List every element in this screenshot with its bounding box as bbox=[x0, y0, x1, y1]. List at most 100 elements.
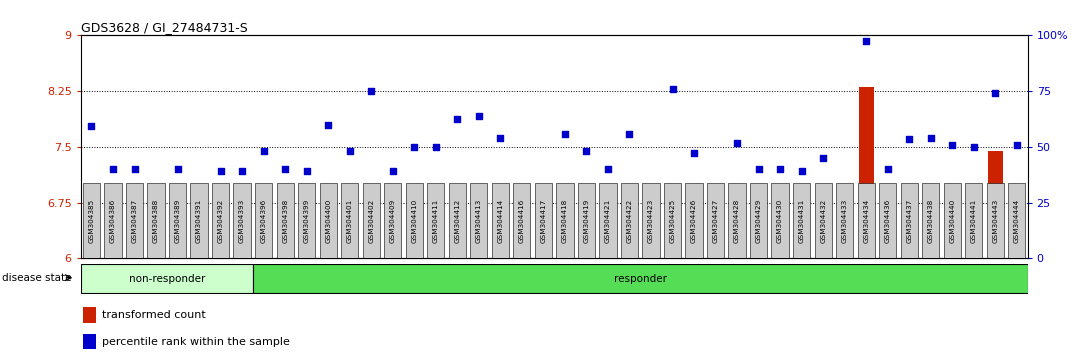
Point bbox=[707, 200, 724, 205]
Text: GSM304428: GSM304428 bbox=[734, 199, 740, 243]
Point bbox=[384, 168, 401, 173]
FancyBboxPatch shape bbox=[341, 183, 358, 258]
FancyBboxPatch shape bbox=[901, 183, 918, 258]
FancyBboxPatch shape bbox=[253, 264, 1028, 293]
FancyBboxPatch shape bbox=[987, 183, 1004, 258]
Text: GSM304421: GSM304421 bbox=[605, 199, 611, 243]
Bar bbox=[536, 208, 551, 258]
Point bbox=[492, 135, 509, 141]
Text: GSM304437: GSM304437 bbox=[906, 199, 912, 243]
Bar bbox=[407, 206, 422, 258]
Bar bbox=[278, 208, 293, 258]
Bar bbox=[321, 206, 336, 258]
Point bbox=[836, 189, 853, 194]
Text: GSM304410: GSM304410 bbox=[411, 199, 417, 243]
Bar bbox=[514, 208, 529, 258]
Bar bbox=[84, 202, 99, 258]
FancyBboxPatch shape bbox=[169, 183, 186, 258]
Point bbox=[621, 131, 638, 136]
Point bbox=[341, 148, 358, 153]
Text: GSM304427: GSM304427 bbox=[712, 199, 719, 243]
Point bbox=[190, 200, 208, 205]
Point bbox=[685, 150, 703, 156]
Bar bbox=[902, 208, 917, 258]
Point bbox=[901, 137, 918, 142]
Bar bbox=[665, 202, 680, 258]
FancyBboxPatch shape bbox=[1008, 183, 1025, 258]
Text: GSM304396: GSM304396 bbox=[260, 199, 267, 243]
FancyBboxPatch shape bbox=[363, 183, 380, 258]
Text: GSM304389: GSM304389 bbox=[174, 199, 181, 243]
Bar bbox=[83, 307, 96, 323]
Text: GSM304398: GSM304398 bbox=[282, 199, 288, 243]
Bar bbox=[794, 210, 809, 258]
Text: GSM304385: GSM304385 bbox=[88, 199, 95, 243]
FancyBboxPatch shape bbox=[406, 183, 423, 258]
Point bbox=[879, 166, 896, 172]
Text: GSM304434: GSM304434 bbox=[863, 199, 869, 243]
Text: GSM304422: GSM304422 bbox=[626, 199, 633, 243]
Bar bbox=[1009, 206, 1024, 258]
Bar bbox=[170, 206, 185, 258]
FancyBboxPatch shape bbox=[642, 183, 660, 258]
Text: GDS3628 / GI_27484731-S: GDS3628 / GI_27484731-S bbox=[81, 21, 247, 34]
Point bbox=[298, 168, 315, 173]
Bar bbox=[816, 210, 831, 258]
Text: percentile rank within the sample: percentile rank within the sample bbox=[102, 337, 291, 347]
FancyBboxPatch shape bbox=[147, 183, 165, 258]
Text: GSM304438: GSM304438 bbox=[928, 199, 934, 243]
FancyBboxPatch shape bbox=[707, 183, 724, 258]
FancyBboxPatch shape bbox=[384, 183, 401, 258]
FancyBboxPatch shape bbox=[858, 183, 875, 258]
Bar bbox=[256, 206, 271, 258]
Point bbox=[578, 148, 595, 153]
Text: GSM304431: GSM304431 bbox=[798, 199, 805, 243]
Point bbox=[406, 144, 423, 150]
Text: GSM304409: GSM304409 bbox=[390, 199, 396, 243]
FancyBboxPatch shape bbox=[685, 183, 703, 258]
FancyBboxPatch shape bbox=[470, 183, 487, 258]
Point bbox=[642, 189, 660, 194]
Bar bbox=[213, 208, 228, 258]
Text: GSM304416: GSM304416 bbox=[519, 199, 525, 243]
FancyBboxPatch shape bbox=[255, 183, 272, 258]
Text: GSM304425: GSM304425 bbox=[669, 199, 676, 243]
Text: GSM304413: GSM304413 bbox=[476, 199, 482, 243]
Text: GSM304401: GSM304401 bbox=[346, 199, 353, 243]
FancyBboxPatch shape bbox=[104, 183, 122, 258]
FancyBboxPatch shape bbox=[83, 183, 100, 258]
Point bbox=[277, 166, 294, 172]
Bar bbox=[364, 192, 379, 258]
Point bbox=[771, 166, 789, 172]
Bar bbox=[945, 205, 960, 258]
Bar bbox=[643, 206, 659, 258]
Bar bbox=[148, 210, 164, 258]
Text: GSM304433: GSM304433 bbox=[841, 199, 848, 243]
Point bbox=[126, 166, 143, 172]
Text: GSM304418: GSM304418 bbox=[562, 199, 568, 243]
FancyBboxPatch shape bbox=[535, 183, 552, 258]
Bar bbox=[235, 210, 250, 258]
Bar bbox=[988, 151, 1003, 258]
Text: GSM304430: GSM304430 bbox=[777, 199, 783, 243]
Point bbox=[556, 131, 574, 136]
Text: GSM304400: GSM304400 bbox=[325, 199, 331, 243]
Point bbox=[793, 168, 810, 173]
Bar bbox=[773, 206, 788, 258]
Bar bbox=[708, 210, 723, 258]
Point bbox=[104, 166, 122, 172]
Text: GSM304414: GSM304414 bbox=[497, 199, 504, 243]
Bar bbox=[342, 206, 357, 258]
FancyBboxPatch shape bbox=[212, 183, 229, 258]
FancyBboxPatch shape bbox=[277, 183, 294, 258]
Bar bbox=[192, 206, 207, 258]
FancyBboxPatch shape bbox=[793, 183, 810, 258]
Point bbox=[449, 116, 466, 121]
Text: GSM304386: GSM304386 bbox=[110, 199, 116, 243]
Bar bbox=[686, 208, 702, 258]
Text: GSM304429: GSM304429 bbox=[755, 199, 762, 243]
FancyBboxPatch shape bbox=[298, 183, 315, 258]
Point bbox=[750, 166, 767, 172]
Bar bbox=[923, 210, 938, 258]
Bar bbox=[299, 208, 314, 258]
